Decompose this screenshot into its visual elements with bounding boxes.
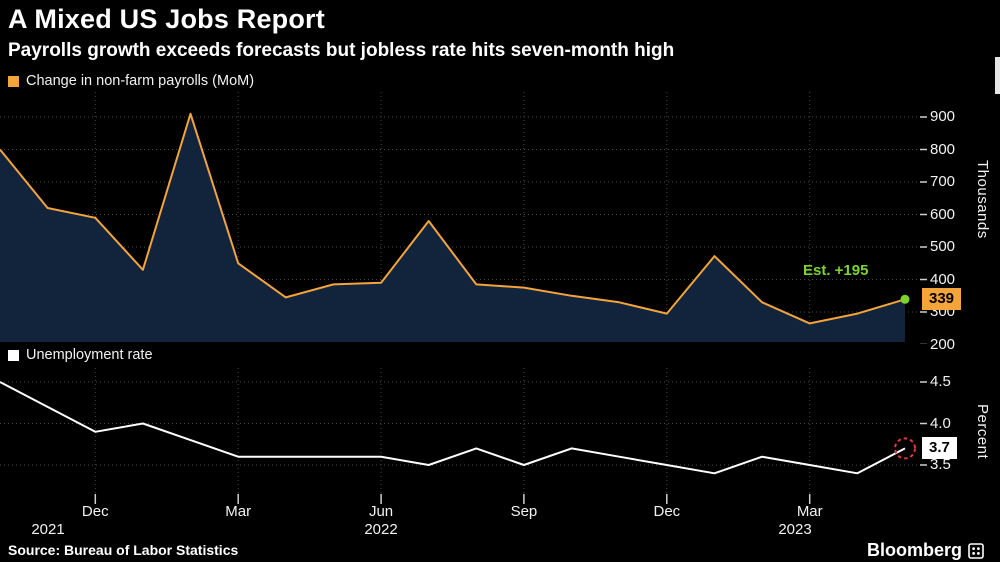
source-note: Source: Bureau of Labor Statistics [8, 542, 239, 558]
year-label: 2023 [778, 521, 812, 538]
bloomberg-logo-text: Bloomberg [866, 540, 962, 560]
page-title: A Mixed US Jobs Report [8, 4, 325, 34]
unemployment-axis-title: Percent [974, 404, 991, 460]
scrollbar-thumb[interactable] [995, 57, 1000, 94]
payrolls-area-chart [0, 92, 927, 344]
year-label: 2022 [364, 521, 398, 538]
payrolls-swatch [8, 75, 19, 87]
unemployment-last-value-badge: 3.7 [922, 437, 957, 460]
payrolls-axis-title: Thousands [974, 160, 991, 239]
year-label: 2021 [31, 521, 65, 538]
unemployment-line-chart [0, 368, 927, 498]
unemployment-swatch [8, 349, 19, 361]
estimate-annotation: Est. +195 [803, 262, 869, 280]
legend-payrolls: Change in non-farm payrolls (MoM) [8, 73, 254, 89]
legend-unemployment: Unemployment rate [8, 347, 153, 363]
bloomberg-brand: Bloomberg [867, 540, 984, 561]
payrolls-last-value-badge: 339 [922, 288, 962, 311]
page-subtitle: Payrolls growth exceeds forecasts but jo… [8, 40, 675, 61]
legend-payrolls-label: Change in non-farm payrolls (MoM) [26, 73, 255, 89]
legend-unemployment-label: Unemployment rate [26, 347, 153, 363]
x-axis-ticks [94, 494, 811, 504]
bloomberg-terminal-icon [968, 542, 984, 559]
